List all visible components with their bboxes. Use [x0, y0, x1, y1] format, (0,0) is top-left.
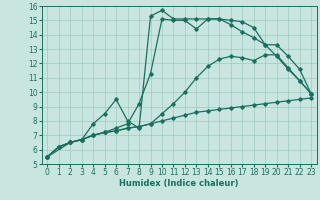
X-axis label: Humidex (Indice chaleur): Humidex (Indice chaleur)	[119, 179, 239, 188]
